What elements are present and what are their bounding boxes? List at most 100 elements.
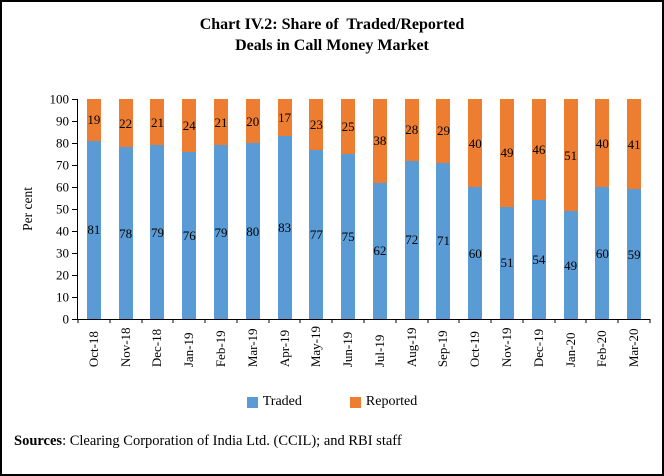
reported-segment: 25	[341, 99, 356, 154]
legend-swatch-icon	[246, 396, 258, 408]
reported-segment: 22	[118, 99, 133, 148]
x-axis-label: Feb-19	[213, 330, 229, 368]
y-axis-tick-label: 90	[56, 113, 69, 129]
x-axis-tick	[172, 319, 174, 323]
reported-segment: 41	[627, 99, 642, 190]
x-axis-label: Aug-19	[403, 327, 419, 368]
y-axis-tick-label: 10	[56, 289, 69, 305]
bar-column-nov-18: 22 78	[110, 99, 142, 319]
x-axis-label: Jun-19	[340, 331, 356, 368]
reported-segment: 17	[277, 99, 292, 137]
y-axis-tick	[72, 208, 78, 210]
x-axis-label: Mar-20	[626, 328, 642, 368]
y-axis-tick	[72, 98, 78, 100]
y-axis-tick	[72, 230, 78, 232]
x-axis-labels: Oct-18 Nov-18 Dec-18 Jan-19 Feb-19 Mar-19 Apr-…	[78, 326, 650, 367]
y-axis-tick-label: 0	[62, 311, 70, 327]
x-axis-label: Dec-19	[530, 328, 546, 368]
bar-column-nov-19: 49 51	[491, 99, 523, 319]
bar-column-jun-19: 25 75	[332, 99, 364, 319]
bar-column-jul-19: 38 62	[364, 99, 396, 319]
bar-column-jan-19: 24 76	[173, 99, 205, 319]
x-axis-tick	[395, 319, 397, 323]
x-axis-label: Mar-19	[244, 328, 260, 368]
x-axis-tick	[554, 319, 556, 323]
reported-segment: 23	[309, 99, 324, 150]
x-axis-label: Sep-19	[435, 330, 451, 368]
bar-column-feb-20: 40 60	[587, 99, 619, 319]
x-axis-label: Jan-19	[181, 332, 197, 368]
bars-container: 19 81 22 78 21 79 24 76 21 79 20 80 17 83 23 77 25 75 38 62…	[78, 99, 650, 319]
y-axis-tick-label: 100	[49, 91, 70, 107]
bar-column-mar-19: 20 80	[237, 99, 269, 319]
bar-column-dec-18: 21 79	[142, 99, 174, 319]
bar-column-sep-19: 29 71	[428, 99, 460, 319]
bar-column-may-19: 23 77	[300, 99, 332, 319]
bar-column-jan-20: 51 49	[555, 99, 587, 319]
traded-segment: 77	[309, 149, 324, 319]
x-axis-label: Apr-19	[276, 329, 292, 368]
legend-label: Reported	[365, 394, 418, 409]
chart-title-line2: Deals in Call Money Market	[235, 37, 429, 55]
y-axis-tick	[72, 318, 78, 320]
x-axis-label: Nov-18	[117, 327, 133, 368]
reported-segment: 19	[86, 99, 101, 141]
bar-column-mar-20: 41 59	[618, 99, 650, 319]
reported-segment: 21	[150, 99, 165, 146]
x-axis-label: Feb-20	[594, 330, 610, 368]
x-axis-label: May-19	[308, 326, 324, 368]
x-axis-tick	[522, 319, 524, 323]
y-axis-tick	[72, 274, 78, 276]
traded-segment: 51	[500, 206, 515, 319]
sources-text: : Clearing Corporation of India Ltd. (CC…	[62, 433, 402, 449]
reported-segment: 51	[563, 99, 578, 212]
x-axis-tick	[141, 319, 143, 323]
x-axis-tick	[363, 319, 365, 323]
x-axis-label: Jan-20	[562, 332, 578, 368]
traded-segment: 71	[436, 162, 451, 319]
y-axis-tick-label: 60	[56, 179, 69, 195]
traded-segment: 79	[150, 145, 165, 319]
legend-item-traded: Traded	[246, 394, 302, 410]
x-axis-tick	[109, 319, 111, 323]
bar-column-oct-18: 19 81	[78, 99, 110, 319]
reported-segment: 20	[245, 99, 260, 143]
x-axis-tick	[331, 319, 333, 323]
traded-segment: 80	[245, 143, 260, 319]
traded-segment: 76	[182, 151, 197, 319]
traded-segment: 81	[86, 140, 101, 319]
y-axis-tick	[72, 296, 78, 298]
x-axis-label: Nov-19	[499, 327, 515, 368]
traded-segment: 78	[118, 147, 133, 319]
traded-segment: 60	[468, 187, 483, 319]
x-axis-label: Oct-19	[467, 331, 483, 368]
x-axis-tick	[299, 319, 301, 323]
traded-segment: 75	[341, 154, 356, 319]
sources-note: Sources: Clearing Corporation of India L…	[14, 433, 402, 450]
legend-swatch-icon	[349, 396, 361, 408]
traded-segment: 49	[563, 211, 578, 319]
x-axis-label: Jul-19	[371, 334, 387, 368]
y-axis-tick-label: 70	[56, 157, 69, 173]
chart-title: Chart IV.2: Share of Traded/Reported Dea…	[2, 14, 662, 56]
bar-column-dec-19: 46 54	[523, 99, 555, 319]
y-axis-tick-label: 30	[56, 245, 69, 261]
x-axis-tick	[585, 319, 587, 323]
chart-title-line1: Chart IV.2: Share of Traded/Reported	[199, 16, 465, 33]
reported-segment: 40	[595, 99, 610, 187]
x-axis-tick	[490, 319, 492, 323]
traded-segment: 54	[531, 200, 546, 319]
x-axis-tick	[649, 319, 651, 323]
legend-label: Traded	[262, 394, 302, 409]
x-axis-tick	[268, 319, 270, 323]
reported-segment: 28	[404, 99, 419, 161]
legend: Traded Reported	[2, 394, 662, 410]
y-axis-tick-label: 80	[56, 135, 69, 151]
x-axis-tick	[617, 319, 619, 323]
legend-item-reported: Reported	[349, 394, 418, 410]
y-axis-title: Per cent	[20, 99, 36, 319]
reported-segment: 38	[372, 99, 387, 183]
y-axis-tick	[72, 186, 78, 188]
traded-segment: 62	[372, 182, 387, 319]
